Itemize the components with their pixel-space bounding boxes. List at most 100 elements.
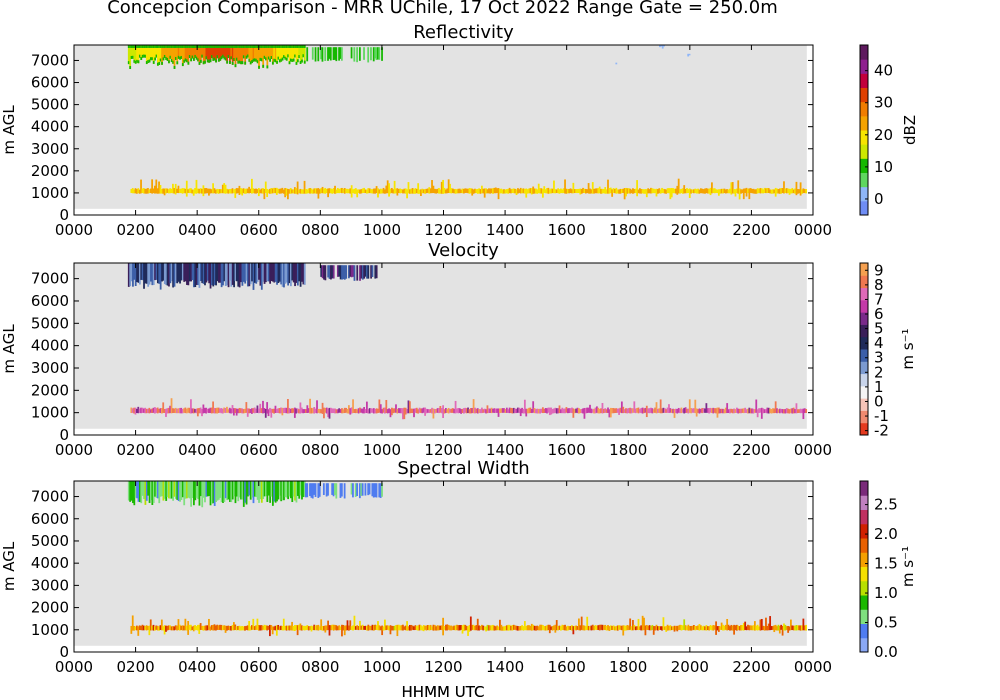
heatmap-cell: [256, 45, 259, 48]
colorbar-segment: [860, 287, 868, 301]
heatmap-cell: [693, 408, 695, 413]
heatmap-cell: [407, 182, 410, 194]
heatmap-cell: [334, 185, 336, 194]
heatmap-cell: [353, 47, 356, 62]
heatmap-cell: [205, 407, 208, 414]
heatmap-cell: [137, 45, 140, 64]
heatmap-cell: [523, 188, 526, 194]
heatmap-cell: [681, 409, 684, 413]
heatmap-cell: [323, 265, 325, 280]
heatmap-cell: [655, 402, 658, 414]
heatmap-cell: [137, 263, 140, 283]
heatmap-cell: [298, 481, 301, 499]
heatmap-cell: [752, 625, 755, 631]
heatmap-cell: [213, 45, 216, 61]
heatmap-cell: [792, 189, 795, 194]
heatmap-cell: [264, 625, 267, 630]
heatmap-cell: [269, 188, 271, 194]
heatmap-cell: [181, 45, 184, 48]
heatmap-feature: [127, 45, 306, 70]
heatmap-cell: [255, 408, 257, 413]
colorbar-tick-label: 8: [874, 276, 884, 294]
heatmap-cell: [428, 409, 431, 414]
colorbar-tick-label: 5: [874, 320, 884, 338]
x-tick-label: 1200: [424, 441, 462, 459]
y-tick-label: 0: [59, 206, 69, 224]
heatmap-cell: [597, 188, 600, 194]
heatmap-cell: [307, 626, 310, 631]
heatmap-cell: [138, 263, 141, 285]
heatmap-cell: [249, 45, 252, 48]
heatmap-cell: [536, 408, 539, 414]
heatmap-cell: [554, 407, 557, 413]
heatmap-cell: [699, 625, 702, 630]
heatmap-cell: [776, 188, 778, 194]
heatmap-cell: [632, 188, 634, 194]
heatmap-cell: [648, 408, 651, 414]
heatmap-cell: [304, 483, 307, 498]
heatmap-cell: [482, 188, 485, 194]
heatmap-cell: [314, 408, 317, 413]
heatmap-cell: [767, 623, 770, 631]
heatmap-cell: [755, 399, 758, 413]
heatmap-cell: [325, 407, 328, 414]
heatmap-cell: [155, 263, 158, 280]
heatmap-cell: [244, 263, 247, 284]
colorbar-tick-label: 4: [874, 334, 884, 352]
heatmap-cell: [305, 409, 307, 413]
heatmap-cell: [163, 263, 166, 285]
heatmap-cell: [133, 59, 136, 63]
heatmap-cell: [247, 45, 249, 58]
heatmap-cell: [144, 407, 147, 414]
heatmap-cell: [309, 626, 311, 630]
heatmap-cell: [539, 188, 541, 194]
heatmap-cell: [256, 189, 259, 194]
heatmap-cell: [227, 625, 230, 631]
heatmap-cell: [600, 188, 602, 194]
heatmap-cell: [370, 408, 372, 413]
heatmap-cell: [294, 263, 296, 287]
heatmap-cell: [367, 409, 370, 414]
heatmap-cell: [216, 45, 219, 48]
heatmap-cell: [651, 624, 654, 630]
heatmap-cell: [172, 45, 175, 48]
heatmap-cell: [400, 625, 403, 631]
x-tick-label: 2000: [671, 441, 709, 459]
colorbar-segment: [860, 422, 868, 436]
heatmap-cell: [264, 409, 267, 418]
heatmap-cell: [663, 626, 666, 630]
heatmap-cell: [143, 45, 145, 58]
heatmap-cell: [283, 55, 285, 59]
heatmap-cell: [154, 481, 156, 497]
colorbar-segment: [860, 172, 868, 188]
heatmap-cell: [169, 55, 172, 59]
heatmap-cell: [208, 618, 210, 630]
heatmap-cell: [302, 481, 305, 498]
heatmap-cell: [482, 625, 485, 631]
heatmap-cell: [185, 625, 188, 631]
y-tick-label: 3000: [31, 359, 69, 377]
heatmap-cell: [402, 189, 404, 194]
heatmap-cell: [342, 265, 345, 280]
heatmap-cell: [468, 409, 471, 414]
heatmap-cell: [528, 407, 530, 414]
heatmap-cell: [204, 60, 206, 64]
heatmap-cell: [347, 405, 350, 414]
heatmap-cell: [165, 263, 168, 286]
heatmap-cell: [158, 45, 161, 48]
heatmap-cell: [402, 408, 404, 420]
heatmap-cell: [155, 625, 158, 630]
heatmap-cell: [575, 408, 578, 413]
heatmap-cell: [381, 625, 384, 636]
heatmap-cell: [670, 187, 673, 198]
heatmap-cell: [335, 189, 338, 194]
heatmap-cell: [408, 189, 411, 194]
heatmap-cell: [620, 401, 623, 414]
heatmap-cell: [481, 407, 483, 414]
heatmap-cell: [130, 45, 133, 59]
heatmap-cell: [389, 625, 392, 635]
heatmap-cell: [600, 624, 602, 630]
heatmap-cell: [573, 625, 576, 630]
heatmap-cell: [270, 188, 273, 194]
colorbar-segment: [860, 158, 868, 173]
